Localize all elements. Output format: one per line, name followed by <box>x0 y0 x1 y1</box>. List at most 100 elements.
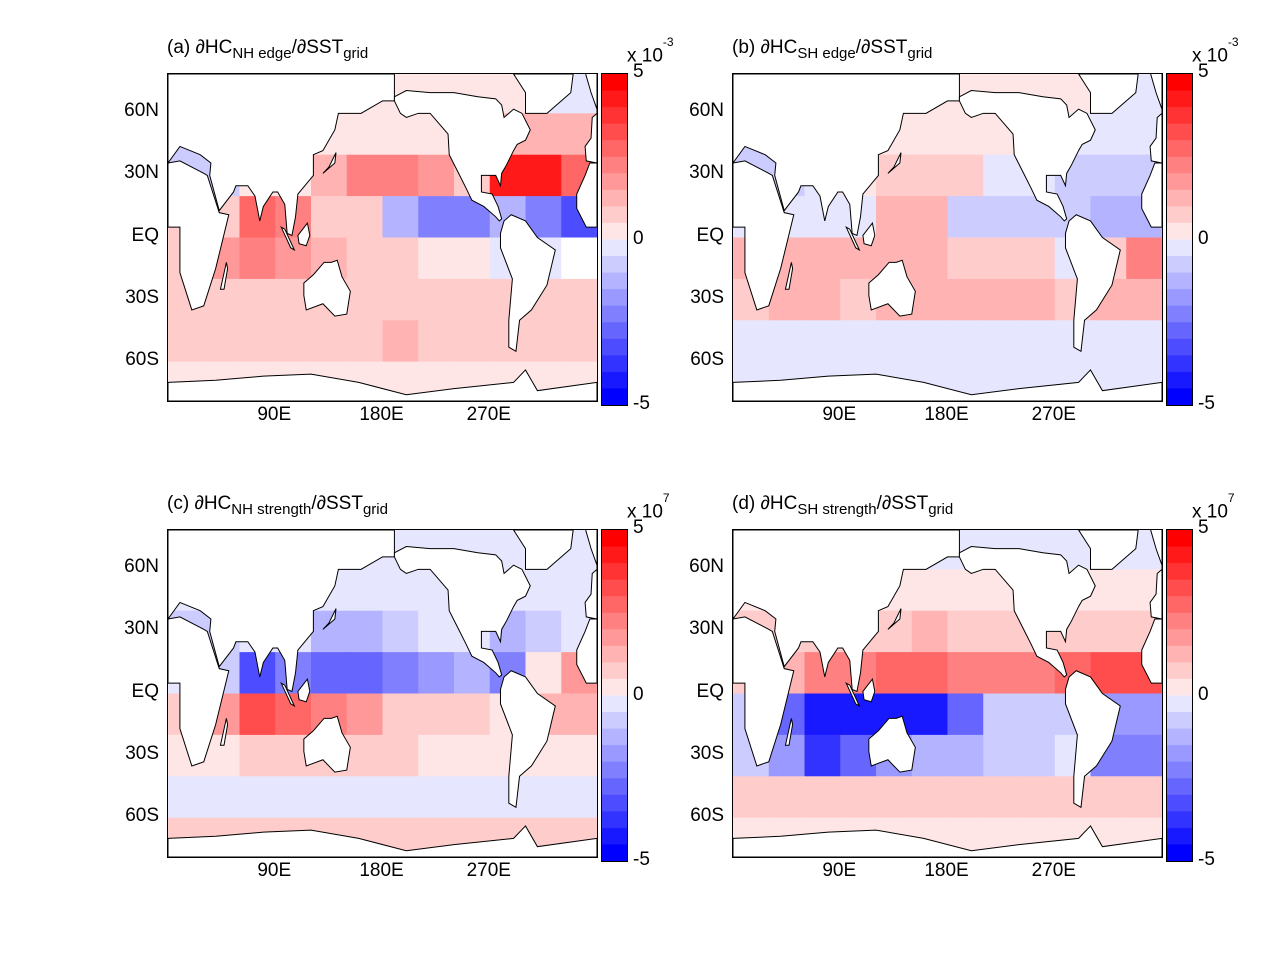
heatmap-cell <box>911 569 948 612</box>
heatmap-cell <box>1126 320 1162 363</box>
colorbar-level <box>1167 90 1192 108</box>
heatmap-cell <box>1019 693 1056 736</box>
colorbar-level <box>602 338 627 356</box>
colorbar-level <box>1167 794 1192 812</box>
y-tick-label: 30N <box>124 162 159 184</box>
colorbar-level <box>602 173 627 191</box>
colorbar <box>1166 529 1193 862</box>
coastline-greenland <box>1077 530 1139 570</box>
colorbar-level <box>1167 778 1192 796</box>
coastline-greenland <box>1077 74 1139 114</box>
heatmap-cell <box>1019 278 1056 321</box>
heatmap-cell <box>346 154 383 197</box>
heatmap-cell <box>561 734 597 777</box>
heatmap-cell <box>489 776 526 819</box>
heatmap-cell <box>1126 776 1162 819</box>
heatmap-cell <box>983 278 1020 321</box>
heatmap-cell <box>983 610 1020 653</box>
heatmap-cell <box>947 693 984 736</box>
coastline-antarctica <box>733 825 1162 857</box>
heatmap-cell <box>454 776 491 819</box>
colorbar-level <box>602 272 627 290</box>
heatmap-cell <box>1090 320 1127 363</box>
heatmap-cell <box>983 320 1020 363</box>
heatmap-cell <box>911 237 948 280</box>
heatmap-cell <box>168 776 205 819</box>
heatmap-cell <box>525 113 562 156</box>
coastline-madagascar <box>219 718 229 746</box>
heatmap-cell <box>346 278 383 321</box>
coastline-south-america <box>499 214 556 353</box>
y-tick-label: 60S <box>690 804 724 826</box>
colorbar-level <box>1167 272 1192 290</box>
heatmap-cell <box>239 237 276 280</box>
colorbar-level <box>1167 107 1192 125</box>
colorbar-level <box>602 140 627 158</box>
colorbar-level <box>1167 678 1192 696</box>
map-axes <box>732 529 1163 858</box>
colorbar-level <box>1167 371 1192 389</box>
colorbar-level <box>1167 761 1192 779</box>
colorbar-level <box>1167 844 1192 861</box>
y-tick-label: EQ <box>131 224 159 246</box>
heatmap-cell <box>454 278 491 321</box>
heatmap-cell <box>203 776 240 819</box>
x-tick-label: 270E <box>1031 404 1076 425</box>
colorbar-level <box>602 355 627 373</box>
heatmap-cell <box>311 154 348 197</box>
heatmap-cell <box>733 320 770 363</box>
coastline-greenland <box>512 530 574 570</box>
heatmap-cell <box>1019 734 1056 777</box>
x-tick-label: 90E <box>822 860 857 881</box>
coastline-europe-west <box>1149 74 1162 164</box>
heatmap-cell <box>911 154 948 197</box>
y-tick-label: 30S <box>125 286 159 308</box>
colorbar-max-label: 5 <box>633 61 644 82</box>
colorbar-level <box>602 827 627 845</box>
colorbar-level <box>1167 239 1192 257</box>
heatmap-cell <box>418 196 455 238</box>
coastline-eurasia <box>733 74 960 237</box>
coastline-australia <box>303 715 351 773</box>
heatmap-cell <box>804 320 841 363</box>
heatmap-cell <box>346 196 383 238</box>
x-tick-label: 270E <box>466 404 511 425</box>
heatmap-cell <box>382 734 419 777</box>
colorbar-level <box>1167 256 1192 274</box>
heatmap-cell <box>561 693 597 736</box>
heatmap-cell <box>1090 154 1127 197</box>
heatmap-cell <box>382 693 419 736</box>
colorbar-level <box>1167 206 1192 224</box>
coastline-eurasia <box>168 530 395 693</box>
colorbar-level <box>602 811 627 829</box>
heatmap-cell <box>275 320 312 363</box>
heatmap-cell <box>1090 610 1127 653</box>
colorbar-level <box>602 206 627 224</box>
map-axes <box>167 529 598 858</box>
colorbar-level <box>602 305 627 323</box>
heatmap-cell <box>311 196 348 238</box>
heatmap-cell <box>1019 237 1056 280</box>
heatmap-cell <box>346 610 383 653</box>
colorbar-level <box>1167 322 1192 340</box>
heatmap-cell <box>947 610 984 653</box>
heatmap-cell <box>418 320 455 363</box>
heatmap-cell <box>203 320 240 363</box>
y-tick-label: EQ <box>696 680 724 702</box>
colorbar-level <box>1167 546 1192 564</box>
x-tick-label: 180E <box>359 404 404 425</box>
colorbar-level <box>602 256 627 274</box>
heatmap-cell <box>382 237 419 280</box>
heatmap-cell <box>346 569 383 612</box>
heatmap-cell <box>311 776 348 819</box>
heatmap-cell <box>804 734 841 777</box>
heatmap-cell <box>983 734 1020 777</box>
colorbar-level <box>602 222 627 240</box>
colorbar-level <box>602 579 627 597</box>
x-tick-label: 270E <box>466 860 511 881</box>
heatmap-cell <box>911 320 948 363</box>
colorbar-mid-label: 0 <box>633 684 644 705</box>
heatmap-cell <box>804 278 841 321</box>
heatmap-cell <box>911 693 948 736</box>
colorbar-level <box>602 107 627 125</box>
